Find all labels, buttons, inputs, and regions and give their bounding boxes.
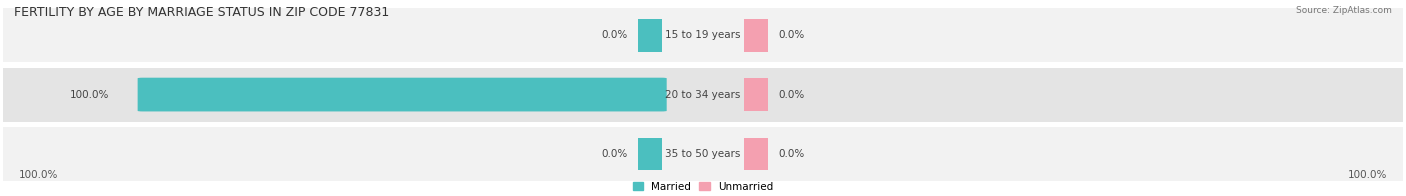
Bar	[638, 19, 661, 52]
FancyBboxPatch shape	[138, 78, 666, 112]
Text: FERTILITY BY AGE BY MARRIAGE STATUS IN ZIP CODE 77831: FERTILITY BY AGE BY MARRIAGE STATUS IN Z…	[14, 6, 389, 19]
Bar	[3, 8, 1403, 62]
Text: 100.0%: 100.0%	[1348, 171, 1388, 181]
Text: 0.0%: 0.0%	[602, 30, 628, 40]
Text: Source: ZipAtlas.com: Source: ZipAtlas.com	[1296, 6, 1392, 15]
Text: 0.0%: 0.0%	[778, 149, 804, 159]
Text: 35 to 50 years: 35 to 50 years	[665, 149, 741, 159]
Text: 20 to 34 years: 20 to 34 years	[665, 90, 741, 100]
Bar	[3, 127, 1403, 181]
Bar	[745, 78, 768, 111]
Text: 100.0%: 100.0%	[18, 171, 58, 181]
Text: 0.0%: 0.0%	[778, 90, 804, 100]
Bar	[638, 138, 661, 170]
Legend: Married, Unmarried: Married, Unmarried	[628, 178, 778, 196]
Text: 0.0%: 0.0%	[778, 30, 804, 40]
Text: 100.0%: 100.0%	[70, 90, 110, 100]
Text: 15 to 19 years: 15 to 19 years	[665, 30, 741, 40]
Bar	[745, 138, 768, 170]
Bar	[3, 68, 1403, 122]
Bar	[745, 19, 768, 52]
Text: 0.0%: 0.0%	[602, 149, 628, 159]
